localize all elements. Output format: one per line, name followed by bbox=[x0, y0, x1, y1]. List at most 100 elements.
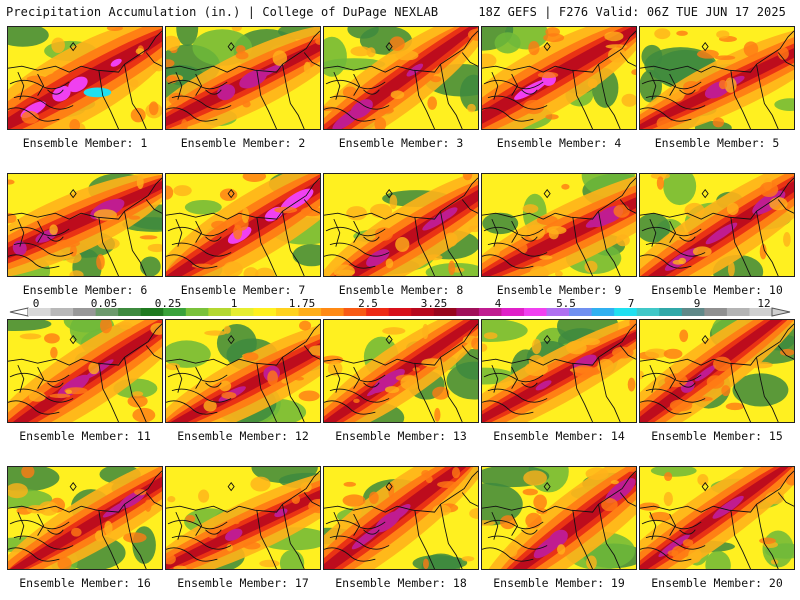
boundary-line bbox=[166, 212, 240, 220]
precip-speckle bbox=[546, 226, 567, 235]
boundary-lines bbox=[166, 30, 320, 129]
dry-patch bbox=[494, 32, 521, 54]
boundary-line bbox=[730, 510, 751, 569]
boundary-lines bbox=[166, 323, 320, 422]
precip-speckle bbox=[274, 206, 298, 214]
precip-speckle bbox=[166, 185, 174, 200]
station-marker-icon bbox=[543, 481, 551, 492]
precip-speckle bbox=[88, 362, 100, 375]
boundary-line bbox=[171, 95, 232, 110]
legend-swatch bbox=[433, 308, 457, 316]
precip-speckle bbox=[221, 391, 237, 399]
precip-speckle bbox=[389, 194, 398, 210]
boundary-line bbox=[171, 242, 232, 257]
ensemble-member-label: Ensemble Member: 20 bbox=[651, 576, 783, 590]
ensemble-member-label: Ensemble Member: 8 bbox=[338, 283, 464, 297]
legend-swatch bbox=[118, 308, 142, 316]
precip-speckle bbox=[610, 480, 619, 485]
boundary-line bbox=[329, 95, 390, 110]
station-marker-icon bbox=[385, 481, 393, 492]
dry-patch bbox=[650, 467, 697, 477]
dry-patch bbox=[292, 244, 320, 267]
boundary-line bbox=[145, 492, 162, 507]
precip-band bbox=[166, 468, 320, 569]
precip-field bbox=[640, 27, 794, 129]
precip-speckle bbox=[241, 207, 250, 224]
boundary-line bbox=[679, 382, 696, 388]
heavy-core bbox=[712, 495, 744, 519]
legend-swatch bbox=[546, 308, 570, 316]
legend-tick-label: 5.5 bbox=[556, 297, 576, 310]
legend-swatch bbox=[28, 308, 51, 316]
precip-speckle bbox=[152, 61, 162, 72]
boundary-line bbox=[619, 199, 636, 214]
precip-speckle bbox=[587, 78, 598, 89]
precip-speckle bbox=[581, 338, 601, 346]
boundary-line bbox=[679, 529, 696, 535]
ensemble-member-label: Ensemble Member: 9 bbox=[496, 283, 622, 297]
precip-speckle bbox=[536, 215, 558, 225]
boundary-lines bbox=[640, 177, 794, 276]
boundary-line bbox=[8, 547, 60, 562]
boundary-line bbox=[482, 358, 556, 366]
legend-swatch bbox=[276, 308, 299, 316]
boundary-line bbox=[645, 242, 706, 257]
legend-tick-label: 7 bbox=[627, 297, 635, 310]
boundary-line bbox=[167, 226, 228, 237]
boundary-line bbox=[396, 177, 478, 220]
precip-speckle bbox=[696, 49, 719, 59]
precip-speckle bbox=[597, 358, 614, 374]
precip-speckle bbox=[432, 386, 450, 400]
precip-speckle bbox=[545, 114, 559, 120]
boundary-line bbox=[572, 510, 593, 569]
extreme-core bbox=[83, 87, 112, 98]
precip-speckle bbox=[412, 367, 421, 372]
boundary-lines bbox=[324, 470, 478, 569]
boundary-line bbox=[8, 107, 60, 122]
legend-swatch bbox=[569, 308, 593, 316]
boundary-line bbox=[598, 211, 621, 276]
precip-speckle bbox=[181, 119, 188, 129]
boundary-line bbox=[17, 218, 25, 247]
station-marker-icon bbox=[385, 188, 393, 199]
precip-speckle bbox=[528, 354, 544, 368]
boundary-line bbox=[483, 519, 544, 530]
precip-speckle bbox=[147, 243, 162, 253]
precip-speckle bbox=[667, 549, 679, 557]
ensemble-member-label: Ensemble Member: 4 bbox=[496, 136, 622, 150]
ensemble-member-map bbox=[639, 173, 795, 277]
boundary-line bbox=[511, 366, 519, 389]
ensemble-member-map bbox=[165, 26, 321, 130]
boundary-line bbox=[777, 199, 794, 214]
precip-speckle bbox=[57, 556, 72, 569]
boundary-line bbox=[124, 357, 147, 422]
boundary-lines bbox=[8, 30, 162, 129]
dry-patch bbox=[8, 27, 49, 47]
boundary-line bbox=[37, 513, 45, 536]
boundary-line bbox=[324, 65, 398, 73]
precip-speckle bbox=[243, 267, 259, 276]
boundary-line bbox=[167, 79, 228, 90]
precip-speckle bbox=[50, 346, 58, 359]
station-marker-icon bbox=[385, 41, 393, 52]
boundary-line bbox=[669, 220, 677, 243]
precip-speckle bbox=[49, 224, 58, 236]
precip-speckle bbox=[430, 75, 442, 83]
precip-speckle bbox=[242, 100, 251, 108]
precip-speckle bbox=[425, 254, 443, 261]
precip-speckle bbox=[656, 116, 672, 129]
boundary-line bbox=[649, 364, 657, 393]
legend-swatch bbox=[591, 308, 615, 316]
heavy-core bbox=[351, 526, 382, 550]
precip-field bbox=[482, 467, 636, 569]
boundary-lines bbox=[8, 470, 162, 569]
precip-speckle bbox=[166, 362, 181, 371]
boundary-line bbox=[483, 372, 544, 383]
precip-speckle bbox=[679, 329, 689, 343]
precip-speckle bbox=[566, 340, 587, 355]
precip-field bbox=[8, 174, 162, 276]
heavy-core bbox=[110, 58, 122, 67]
legend-swatch bbox=[50, 308, 74, 316]
precip-speckle bbox=[350, 46, 372, 57]
legend-swatch bbox=[321, 308, 345, 316]
